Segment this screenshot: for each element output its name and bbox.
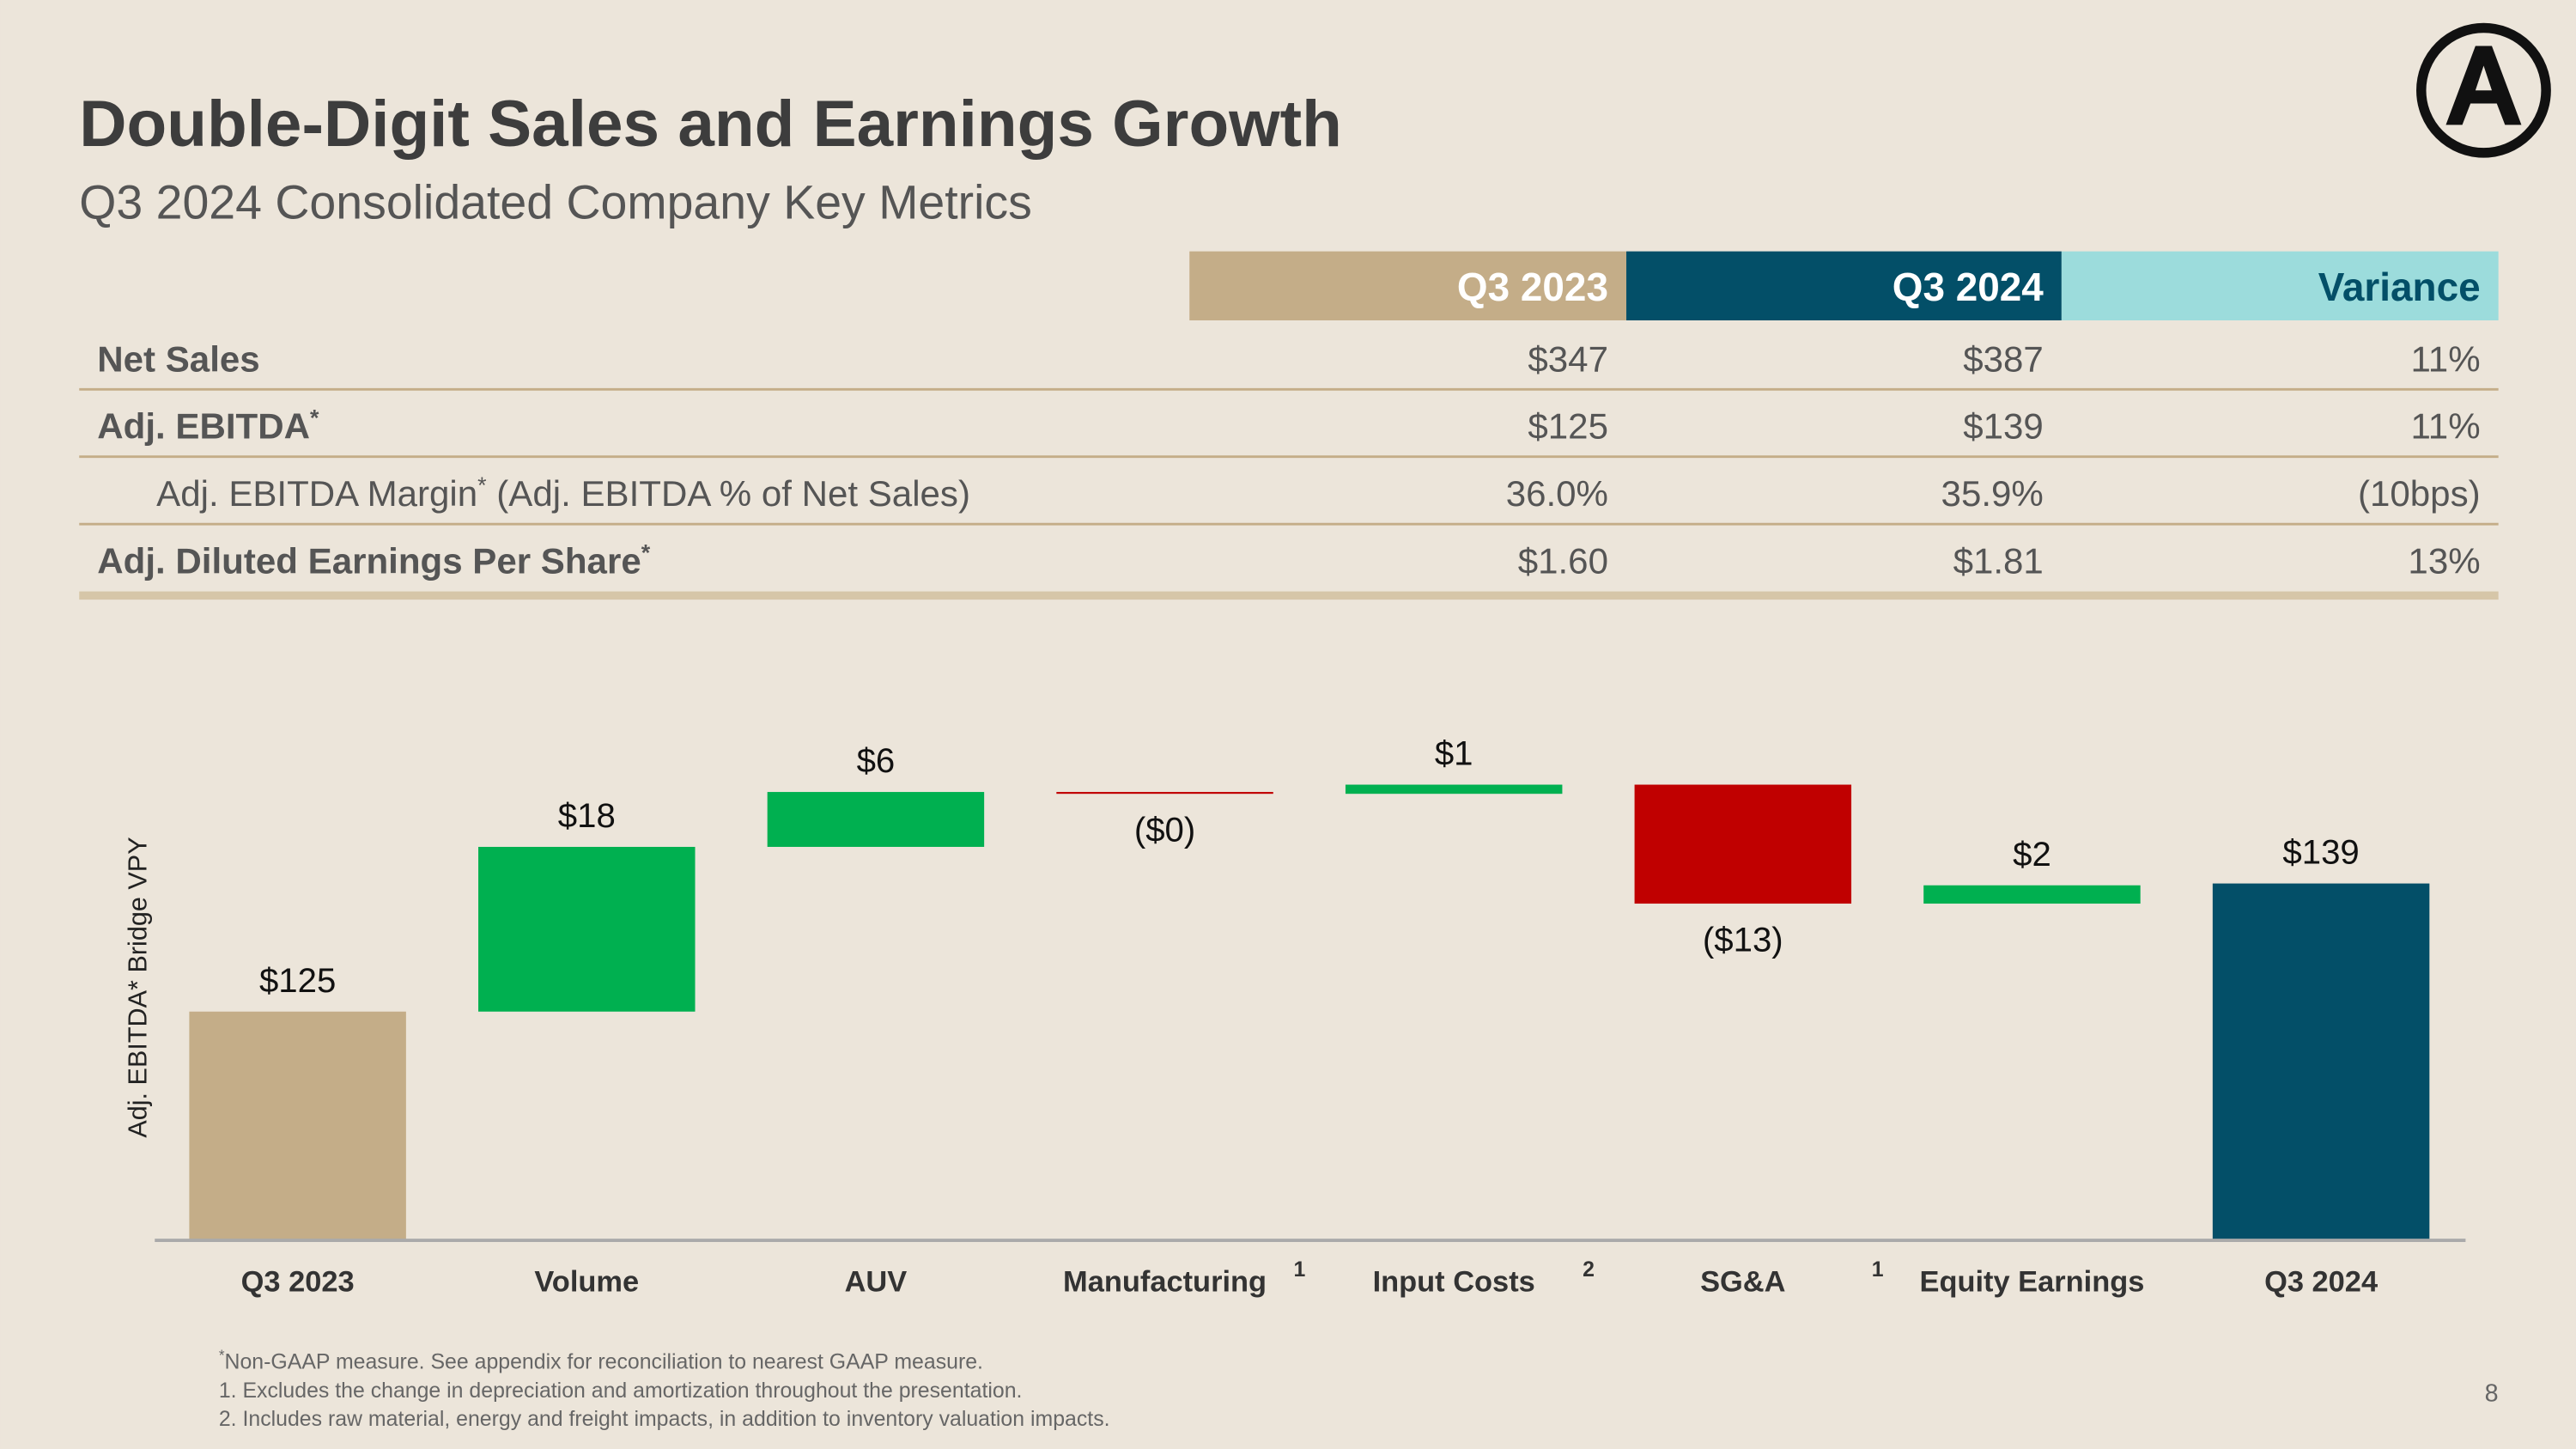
row-label: Adj. EBITDA*: [97, 405, 319, 447]
bar: [1634, 784, 1852, 904]
chart: Adj. EBITDA* Bridge VPY $125 Q3 2023 $18 Vol…: [124, 734, 2466, 1298]
subtitle: Q3 2024 Consolidated Company Key Metrics: [79, 175, 1032, 228]
bar: [478, 846, 696, 1012]
logo-ring: [2416, 22, 2551, 158]
footnote-mark: *: [219, 1346, 225, 1363]
table: Q3 2023 Q3 2024 Variance Net Sales $347 $387 1…: [79, 251, 2499, 600]
footnote: 2. Includes raw material, energy and fre…: [219, 1407, 1110, 1431]
x-tick-label: AUV: [845, 1265, 908, 1298]
bar: [1056, 792, 1273, 795]
value-label: $6: [857, 741, 896, 780]
footnote: 1. Excludes the change in depreciation a…: [219, 1379, 1023, 1403]
row-label-text: Adj. EBITDA: [97, 406, 310, 447]
table-cell: 36.0%: [1506, 473, 1608, 514]
row-label: Adj. EBITDA Margin* (Adj. EBITDA % of Ne…: [156, 472, 970, 514]
value-label: $2: [2013, 835, 2051, 874]
bar: [1345, 784, 1563, 795]
table-cell: $125: [1528, 406, 1608, 447]
table-cell: $347: [1528, 338, 1608, 379]
value-label: $18: [558, 796, 616, 835]
column-header: Variance: [2318, 265, 2481, 309]
category-note: 1: [1872, 1257, 1884, 1282]
footnotes: *Non-GAAP measure. See appendix for reco…: [219, 1346, 1110, 1431]
bar: [2212, 883, 2430, 1241]
page-number: 8: [2485, 1380, 2499, 1408]
x-tick-label: Manufacturing: [1063, 1265, 1267, 1298]
row-label-note: *: [310, 405, 319, 431]
table-cell: 11%: [2411, 338, 2481, 379]
bar: [767, 792, 985, 847]
value-label: ($13): [1703, 920, 1783, 959]
footnote: *Non-GAAP measure. See appendix for reco…: [219, 1346, 983, 1373]
row-label-text: Adj. Diluted Earnings Per Share: [97, 541, 641, 581]
value-label: $1: [1435, 734, 1473, 773]
x-tick-label: SG&A: [1700, 1265, 1785, 1298]
x-tick-label: Input Costs: [1373, 1265, 1535, 1298]
row-label-text: Net Sales: [97, 338, 259, 379]
logo: [2416, 22, 2551, 158]
value-label: $125: [259, 961, 336, 1000]
table-cell: 11%: [2411, 406, 2481, 447]
category-note: 1: [1293, 1257, 1305, 1282]
x-tick-label: Q3 2023: [241, 1265, 355, 1298]
footnote-text: 2. Includes raw material, energy and fre…: [219, 1407, 1110, 1431]
logo-glyph: [2445, 46, 2522, 125]
row-label: Net Sales: [97, 338, 259, 379]
footnote-text: Non-GAAP measure. See appendix for recon…: [225, 1349, 983, 1373]
x-tick-label: Q3 2024: [2264, 1265, 2378, 1298]
value-label: ($0): [1134, 811, 1195, 849]
header-cell: [1189, 251, 1627, 320]
header-cell: [2061, 251, 2499, 320]
row-label-suffix: (Adj. EBITDA % of Net Sales): [487, 473, 970, 514]
title: Double-Digit Sales and Earnings Growth: [79, 88, 1342, 161]
row-label-note: *: [477, 472, 486, 498]
row-label: Adj. Diluted Earnings Per Share*: [97, 540, 650, 581]
x-tick-label: Equity Earnings: [1919, 1265, 2144, 1298]
y-axis-label: Adj. EBITDA* Bridge VPY: [124, 837, 153, 1137]
row-label-note: *: [641, 540, 651, 566]
category-note: 2: [1583, 1257, 1595, 1282]
table-cell: 35.9%: [1941, 473, 2044, 514]
table-cell: $387: [1963, 338, 2044, 379]
table-cell: $1.60: [1518, 541, 1608, 581]
bar: [189, 1011, 406, 1241]
footnote-text: 1. Excludes the change in depreciation a…: [219, 1379, 1023, 1403]
table-bottom-rule: [79, 591, 2499, 600]
column-header: Q3 2023: [1457, 265, 1608, 309]
header-cell: [1626, 251, 2062, 320]
value-label: $139: [2282, 833, 2359, 872]
bar: [1923, 885, 2141, 904]
column-header: Q3 2024: [1893, 265, 2044, 309]
row-label-text: Adj. EBITDA Margin: [156, 473, 477, 514]
table-cell: $1.81: [1953, 541, 2044, 581]
x-tick-label: Volume: [534, 1265, 639, 1298]
table-cell: $139: [1963, 406, 2044, 447]
table-cell: (10bps): [2358, 473, 2481, 514]
table-cell: 13%: [2408, 541, 2480, 581]
